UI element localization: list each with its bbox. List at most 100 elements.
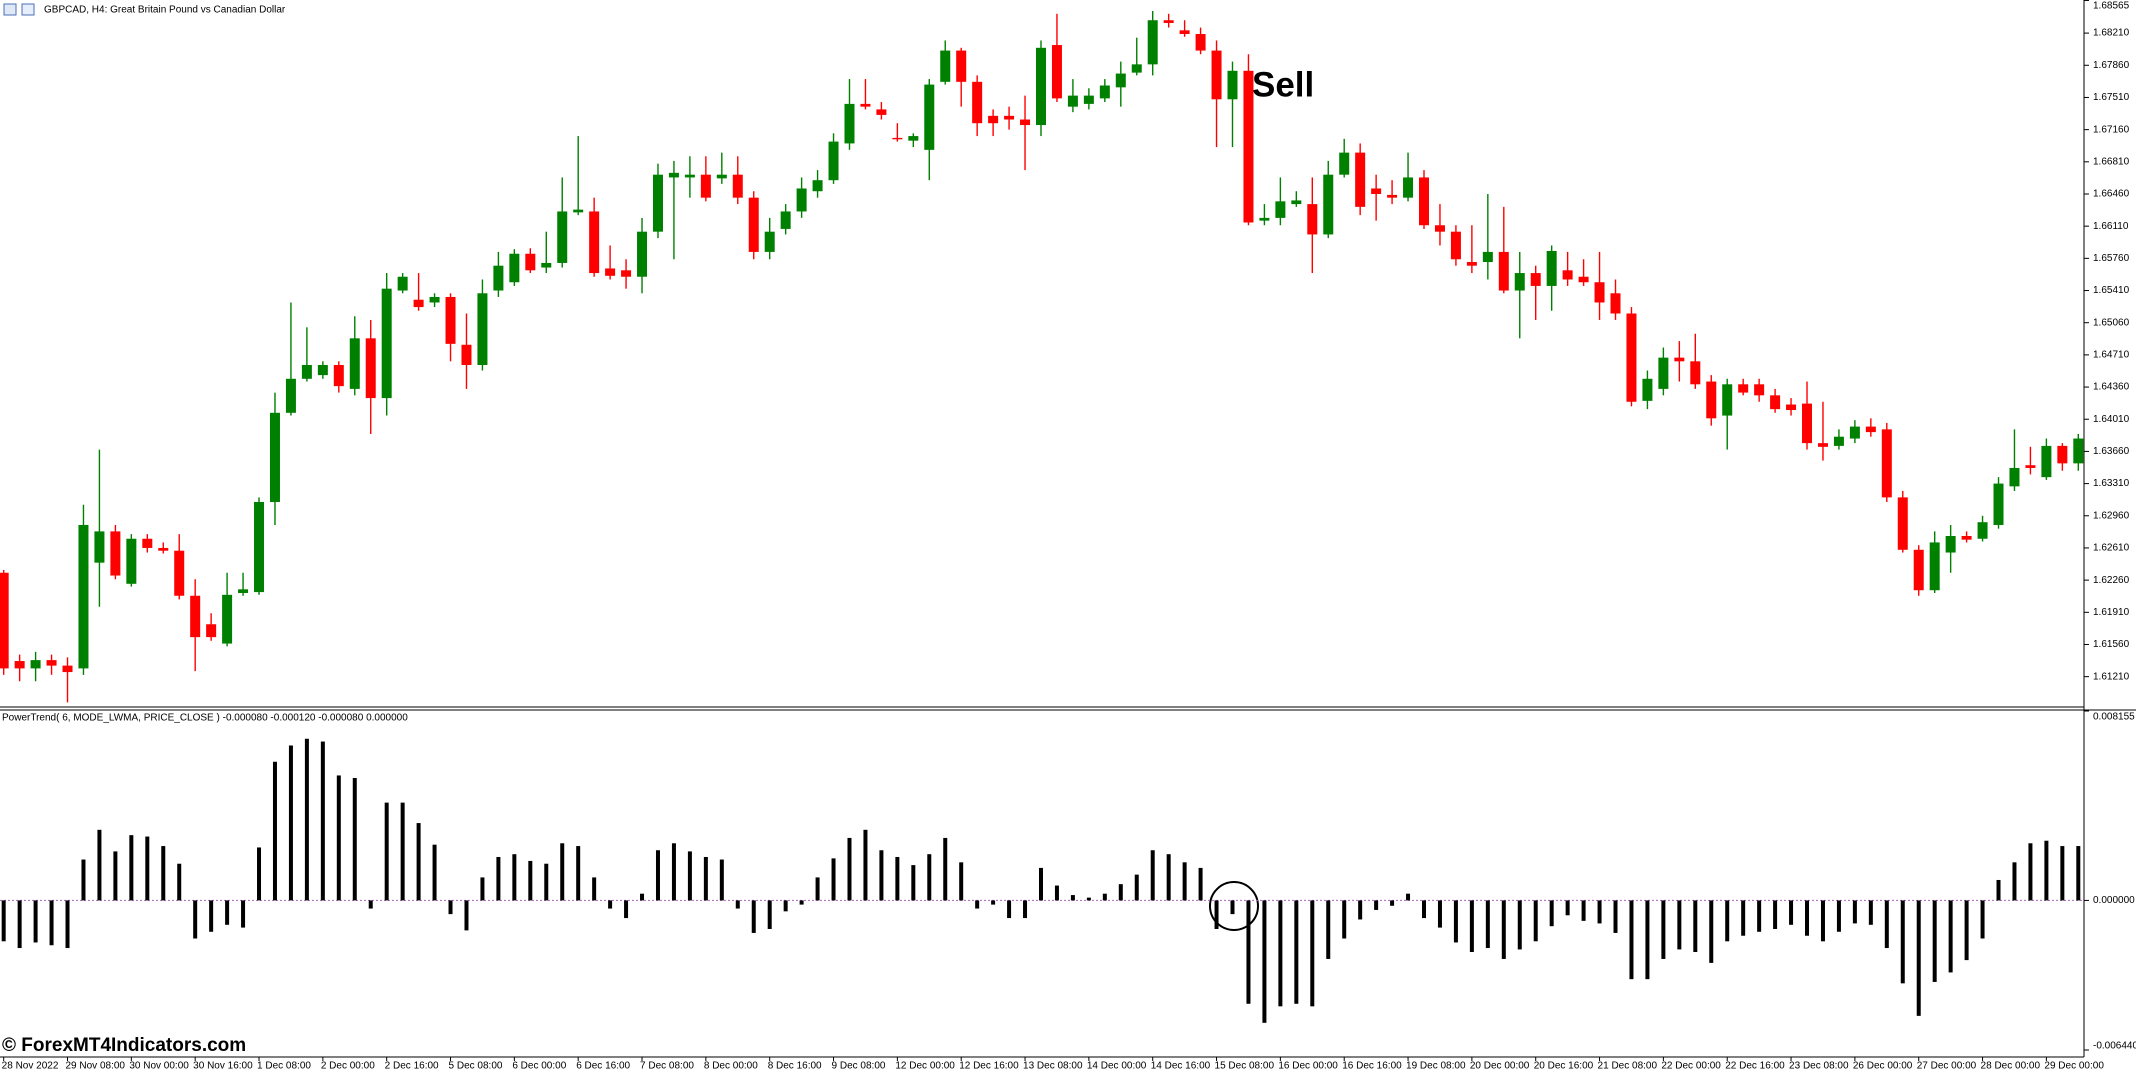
histogram-bar	[847, 837, 852, 901]
histogram-bar	[2012, 862, 2017, 901]
histogram-bar	[1134, 874, 1139, 901]
candle-body	[1993, 483, 2004, 525]
candle-body	[1865, 426, 1876, 433]
x-tick-label: 19 Dec 08:00	[1406, 1061, 1466, 1072]
histogram-bar	[1294, 900, 1299, 1004]
histogram-bar	[687, 851, 692, 901]
histogram-bar	[336, 775, 341, 901]
candle-body	[238, 589, 249, 593]
y-tick-label: 1.63660	[2093, 446, 2130, 457]
histogram-bar	[1533, 900, 1538, 942]
y-tick-label: 1.68565	[2093, 1, 2130, 12]
histogram-bar	[1836, 900, 1841, 932]
candle-body	[1977, 522, 1988, 539]
x-tick-label: 12 Dec 00:00	[895, 1061, 955, 1072]
candle-body	[1770, 395, 1781, 410]
x-tick-label: 30 Nov 00:00	[129, 1061, 189, 1072]
histogram-bar	[1932, 900, 1937, 982]
histogram-bar	[1453, 900, 1458, 943]
histogram-bar	[703, 856, 708, 901]
candle-body	[2073, 438, 2084, 464]
histogram-bar	[1054, 885, 1059, 901]
candle-body	[2057, 445, 2068, 464]
histogram-bar	[592, 877, 597, 901]
y-tick-label: 1.65060	[2093, 317, 2130, 328]
y-tick-label: 0.008155	[2093, 712, 2135, 723]
y-tick-label: 1.64360	[2093, 382, 2130, 393]
x-tick-label: 29 Nov 08:00	[66, 1061, 126, 1072]
histogram-bar	[177, 863, 182, 901]
histogram-bar	[1374, 900, 1379, 910]
histogram-bar	[1565, 900, 1570, 916]
candle-body	[2041, 445, 2052, 478]
candle-body	[605, 268, 616, 276]
y-tick-label: 1.65760	[2093, 253, 2130, 264]
histogram-bar	[2028, 843, 2033, 901]
candle-body	[1897, 497, 1908, 550]
histogram-bar	[1629, 900, 1634, 980]
candle-body	[317, 364, 328, 376]
y-tick-label: 1.61210	[2093, 671, 2130, 682]
candle-body	[573, 209, 584, 213]
candle-body	[1403, 177, 1414, 198]
histogram-bar	[1884, 900, 1889, 949]
candle-body	[1434, 225, 1445, 232]
candle-body	[1482, 251, 1493, 263]
y-tick-label: 1.66810	[2093, 156, 2130, 167]
histogram-bar	[1422, 900, 1427, 919]
x-tick-label: 27 Dec 00:00	[1917, 1061, 1977, 1072]
histogram-bar	[257, 847, 262, 901]
candle-body	[30, 660, 41, 669]
indicator-title: PowerTrend( 6, MODE_LWMA, PRICE_CLOSE ) …	[2, 713, 408, 724]
candle-body	[1817, 443, 1828, 447]
y-tick-label: -0.006440	[2093, 1041, 2136, 1052]
candle-body	[46, 660, 57, 666]
candle-body	[285, 378, 296, 413]
y-tick-label: 0.000000	[2093, 895, 2135, 906]
candle-body	[333, 364, 344, 387]
histogram-bar	[512, 854, 517, 901]
candle-body	[1626, 313, 1637, 402]
histogram-bar	[17, 900, 22, 949]
candle-body	[1833, 436, 1844, 446]
histogram-bar	[49, 900, 54, 946]
histogram-bar	[943, 837, 948, 901]
candle-body	[461, 344, 472, 365]
histogram-bar	[1645, 900, 1650, 980]
x-tick-label: 8 Dec 16:00	[768, 1061, 822, 1072]
candle-body	[1115, 73, 1126, 88]
histogram-bar	[544, 863, 549, 901]
histogram-bar	[113, 851, 118, 901]
candle-body	[541, 262, 552, 268]
candle-body	[1849, 426, 1860, 439]
histogram-bar	[1693, 900, 1698, 952]
histogram-bar	[1, 900, 6, 942]
x-tick-label: 22 Dec 16:00	[1725, 1061, 1785, 1072]
icon	[21, 3, 35, 16]
x-tick-label: 2 Dec 00:00	[321, 1061, 375, 1072]
candle-body	[1530, 273, 1541, 286]
candle-body	[796, 188, 807, 212]
candle-body	[764, 231, 775, 252]
chart-title: GBPCAD, H4: Great Britain Pound vs Canad…	[44, 5, 286, 16]
candle-body	[1419, 177, 1430, 226]
candle-body	[1674, 357, 1685, 362]
candle-body	[1881, 429, 1892, 498]
histogram-bar	[1741, 900, 1746, 936]
candle-body	[589, 211, 600, 274]
annotation: Sell	[1252, 65, 1314, 104]
histogram-bar	[288, 745, 293, 901]
x-tick-label: 23 Dec 08:00	[1789, 1061, 1849, 1072]
candle-body	[1961, 535, 1972, 540]
histogram-bar	[735, 900, 740, 909]
histogram-bar	[225, 900, 230, 925]
candle-body	[1945, 535, 1956, 553]
histogram-bar	[1038, 867, 1043, 901]
histogram-bar	[1900, 900, 1905, 984]
candle-body	[668, 172, 679, 178]
histogram-bar	[1390, 900, 1395, 906]
x-tick-label: 30 Nov 16:00	[193, 1061, 253, 1072]
candle-body	[637, 231, 648, 277]
histogram-bar	[1406, 893, 1411, 901]
